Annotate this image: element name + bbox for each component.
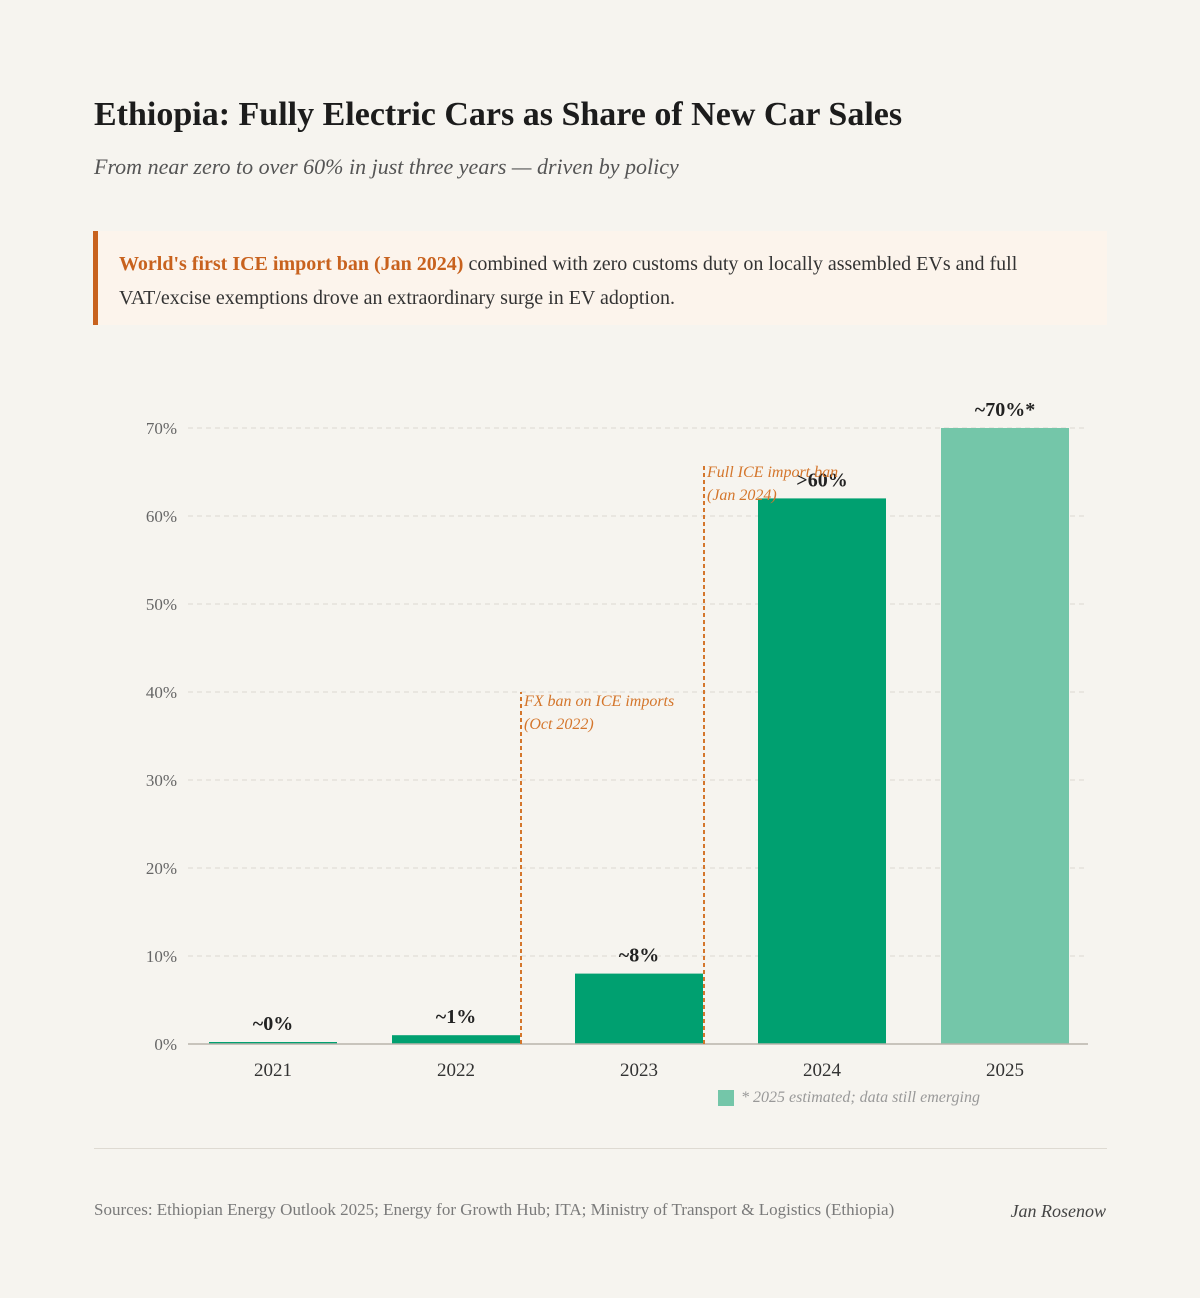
y-tick-label: 30% [146,771,177,790]
annotation-label: FX ban on ICE imports [523,693,674,710]
x-tick-label: 2025 [986,1060,1024,1081]
legend-swatch-estimated [718,1090,734,1106]
x-tick-label: 2023 [620,1060,658,1081]
callout-text: combined with zero customs duty on local… [119,253,1018,309]
y-tick-label: 60% [146,507,177,526]
y-tick-label: 20% [146,859,177,878]
bar-2021 [209,1042,337,1044]
annotation-label: Full ICE import ban [706,464,838,481]
data-label: ~1% [436,1006,476,1028]
y-tick-label: 40% [146,683,177,702]
chart-subtitle: From near zero to over 60% in just three… [94,154,679,179]
bar-2022 [392,1035,520,1044]
annotation-label: (Jan 2024) [707,487,777,504]
data-label: ~8% [619,945,659,967]
author-credit: Jan Rosenow [1010,1201,1106,1221]
x-tick-label: 2022 [437,1060,475,1081]
data-label: ~70%* [975,399,1035,421]
legend: * 2025 estimated; data still emerging [718,1089,980,1107]
bar-2025 [941,428,1069,1044]
policy-callout: World's first ICE import ban (Jan 2024) … [93,231,1107,325]
y-tick-label: 0% [154,1035,177,1054]
annotation-label: (Oct 2022) [524,716,594,733]
bar-2024 [758,498,886,1044]
data-label: ~0% [253,1013,293,1035]
x-tick-label: 2021 [254,1060,292,1081]
x-tick-label: 2024 [803,1060,842,1081]
data-label: >60% [796,469,847,491]
y-tick-label: 70% [146,419,177,438]
bar-2023 [575,973,703,1044]
sources-note: Sources: Ethiopian Energy Outlook 2025; … [94,1200,895,1219]
footer-divider [94,1148,1107,1149]
callout-highlight: World's first ICE import ban (Jan 2024) [119,253,464,275]
chart-title: Ethiopia: Fully Electric Cars as Share o… [94,96,903,133]
y-tick-label: 50% [146,595,177,614]
legend-label: * 2025 estimated; data still emerging [741,1089,980,1106]
y-tick-label: 10% [146,947,177,966]
